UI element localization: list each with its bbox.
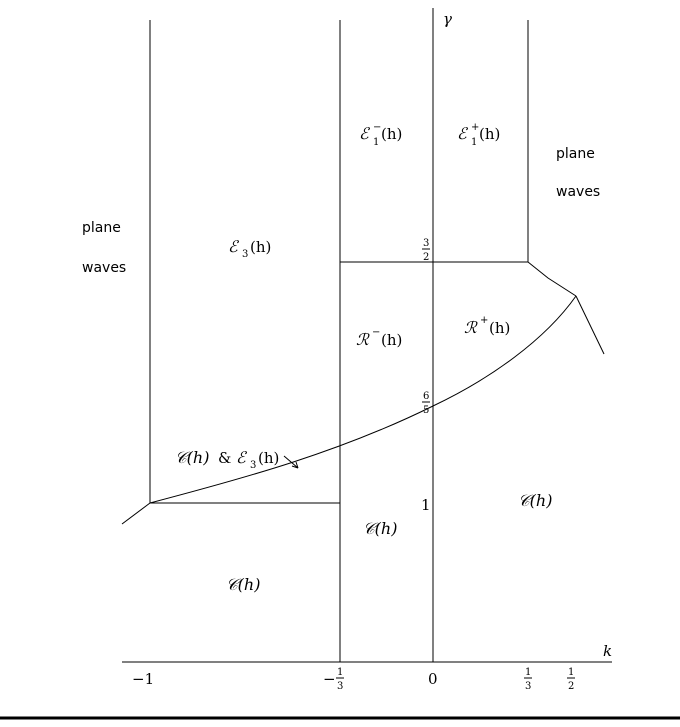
svg-text:ℛ: ℛ: [356, 330, 370, 349]
svg-text:1: 1: [568, 667, 574, 678]
svg-text:3: 3: [423, 238, 429, 249]
plane-waves-left-line1: plane: [82, 220, 121, 236]
region-r-plus-label: ℛ + (h): [464, 315, 510, 337]
svg-text:−: −: [372, 327, 380, 338]
region-c-and-e3-label: 𝒞(h) & ℰ 3 (h): [175, 448, 279, 471]
y-axis-label: γ: [443, 10, 452, 28]
tick-one-third: 1 3: [524, 667, 532, 692]
svg-text:−: −: [373, 122, 381, 133]
svg-text:+: +: [471, 122, 479, 133]
svg-text:3: 3: [337, 681, 343, 692]
region-c-left-label: 𝒞(h): [226, 575, 260, 594]
region-e1-plus-label: ℰ + 1 (h): [457, 122, 500, 148]
pointer-arrow: [283, 455, 299, 469]
svg-text:−: −: [323, 670, 336, 688]
boundary-right-lower: [575, 295, 605, 355]
plane-waves-right-line1: plane: [556, 146, 595, 162]
tick-six-fifths: 6 5: [422, 391, 430, 416]
plane-waves-right-line2: waves: [556, 184, 600, 200]
svg-text:2: 2: [568, 681, 574, 692]
tick-minus-one: −1: [132, 670, 154, 688]
svg-text:𝒞(h): 𝒞(h): [175, 448, 209, 467]
svg-text:3: 3: [242, 249, 248, 260]
svg-text:ℰ: ℰ: [228, 237, 240, 256]
svg-text:(h): (h): [381, 331, 402, 349]
tick-three-halves: 3 2: [422, 238, 430, 263]
svg-text:1: 1: [525, 667, 531, 678]
svg-text:(h): (h): [250, 238, 271, 256]
boundary-right-upper: [527, 261, 577, 297]
region-e1-minus-label: ℰ − 1 (h): [359, 122, 402, 148]
svg-text:(h): (h): [489, 319, 510, 337]
tick-minus-one-third: − 1 3: [323, 667, 344, 692]
region-r-minus-label: ℛ − (h): [356, 327, 402, 349]
svg-text:1: 1: [373, 137, 379, 148]
svg-text:+: +: [480, 315, 488, 326]
boundary-left-tail: [121, 502, 151, 525]
svg-text:5: 5: [423, 405, 429, 416]
svg-text:3: 3: [250, 460, 256, 471]
tick-one-half: 1 2: [567, 667, 575, 692]
svg-text:(h): (h): [258, 449, 279, 467]
svg-text:(h): (h): [479, 125, 500, 143]
svg-text:&: &: [218, 449, 231, 467]
tick-zero: 0: [428, 670, 438, 688]
svg-text:3: 3: [525, 681, 531, 692]
region-c-right-label: 𝒞(h): [518, 491, 552, 510]
svg-text:ℰ: ℰ: [457, 124, 469, 143]
plane-waves-left-line2: waves: [82, 260, 126, 276]
svg-text:2: 2: [423, 252, 429, 263]
curve-separatrix: [149, 295, 577, 504]
svg-text:ℛ: ℛ: [464, 318, 478, 337]
svg-text:ℰ: ℰ: [236, 448, 248, 467]
region-e3-label: ℰ 3 (h): [228, 237, 271, 260]
tick-one: 1: [421, 496, 431, 514]
svg-text:1: 1: [337, 667, 343, 678]
svg-text:(h): (h): [381, 125, 402, 143]
svg-text:6: 6: [423, 391, 429, 402]
x-axis-label: k: [603, 642, 612, 660]
svg-text:ℰ: ℰ: [359, 124, 371, 143]
region-c-mid-label: 𝒞(h): [363, 519, 397, 538]
svg-text:1: 1: [471, 137, 477, 148]
